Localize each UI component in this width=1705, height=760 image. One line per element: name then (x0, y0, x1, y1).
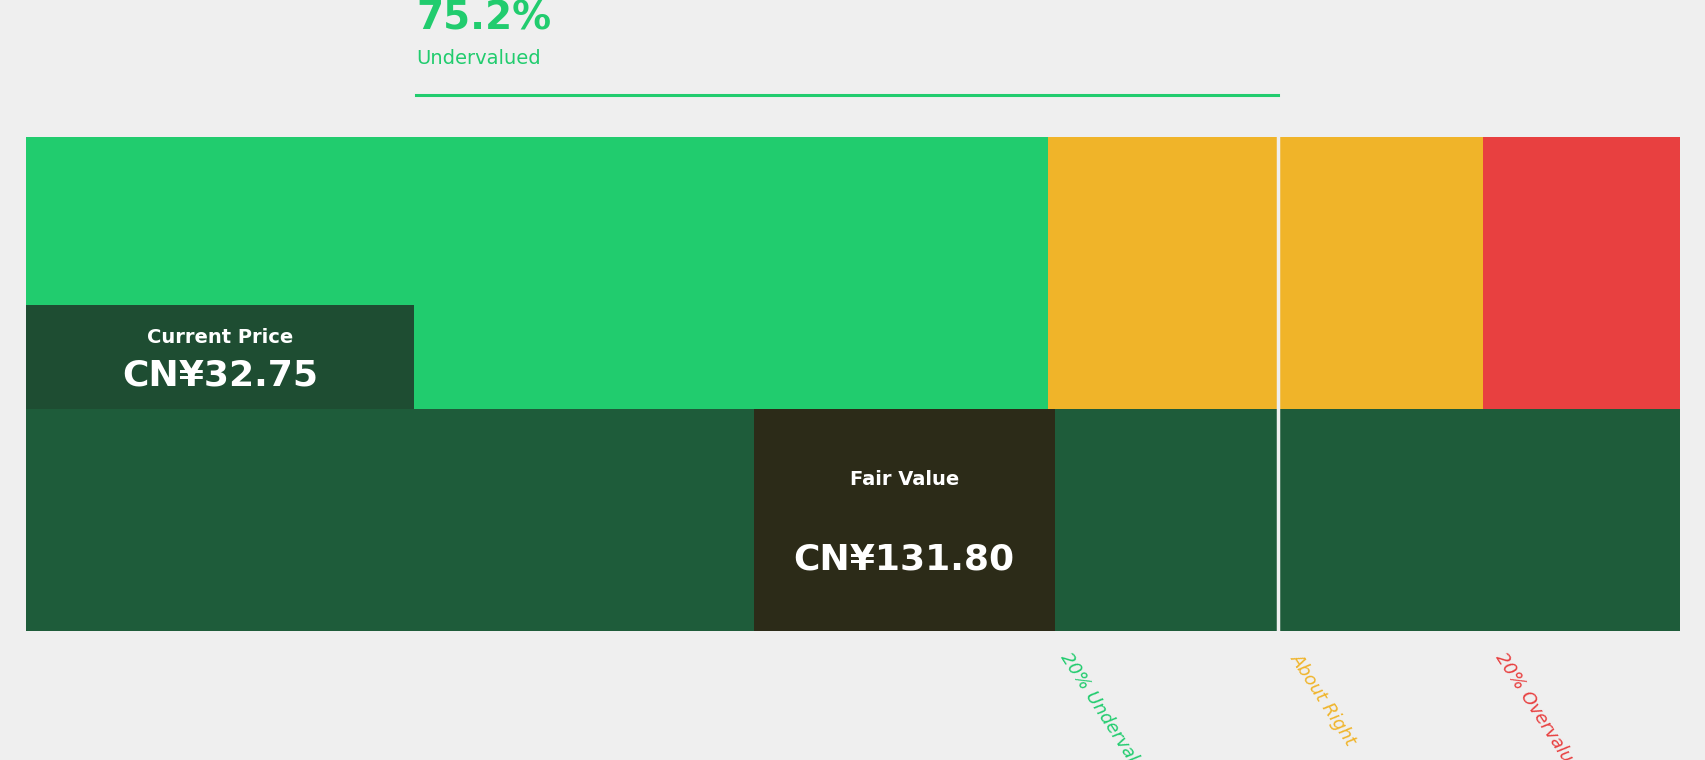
Bar (26, 409, 1679, 631)
Text: Undervalued: Undervalued (416, 49, 540, 68)
Bar (1047, 137, 1277, 631)
Text: 20% Overvalued: 20% Overvalued (1492, 650, 1587, 760)
Text: About Right: About Right (1286, 650, 1359, 749)
Text: Current Price: Current Price (147, 328, 293, 347)
Text: 75.2%: 75.2% (416, 0, 551, 38)
Bar (1483, 137, 1679, 631)
Bar (1277, 137, 1483, 631)
Text: Fair Value: Fair Value (849, 470, 958, 489)
Bar (26, 305, 414, 409)
Text: 20% Undervalued: 20% Undervalued (1055, 650, 1159, 760)
Text: CN¥131.80: CN¥131.80 (793, 543, 1014, 577)
Bar (26, 137, 1047, 631)
Bar (754, 409, 1054, 631)
Text: CN¥32.75: CN¥32.75 (123, 358, 317, 392)
